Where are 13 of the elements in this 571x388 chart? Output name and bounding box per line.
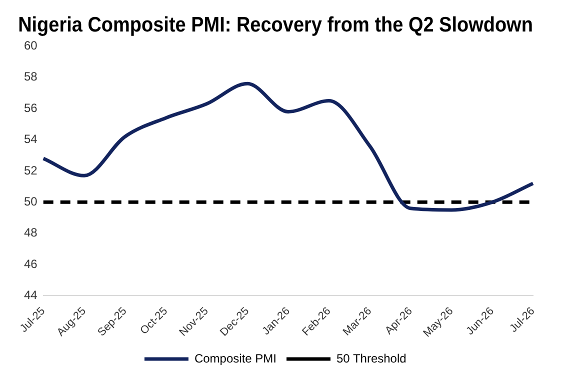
y-tick-label: 52 [24, 163, 38, 178]
line-series [42, 82, 535, 212]
y-tick-label: 48 [24, 226, 38, 240]
y-tick-label: 56 [24, 100, 38, 115]
y-tick-label: 54 [24, 132, 38, 146]
legend-label: 50 Threshold [336, 351, 406, 366]
chart-title: Nigeria Composite PMI: Recovery from the Q2 Slowdown [18, 14, 533, 37]
y-tick-label: 46 [24, 256, 38, 271]
y-tick-label: 50 [24, 194, 38, 208]
y-tick-label: 58 [24, 70, 38, 84]
y-tick-label: 60 [24, 38, 38, 53]
legend-label: Composite PMI [194, 351, 276, 366]
y-tick-label: 44 [24, 288, 38, 302]
